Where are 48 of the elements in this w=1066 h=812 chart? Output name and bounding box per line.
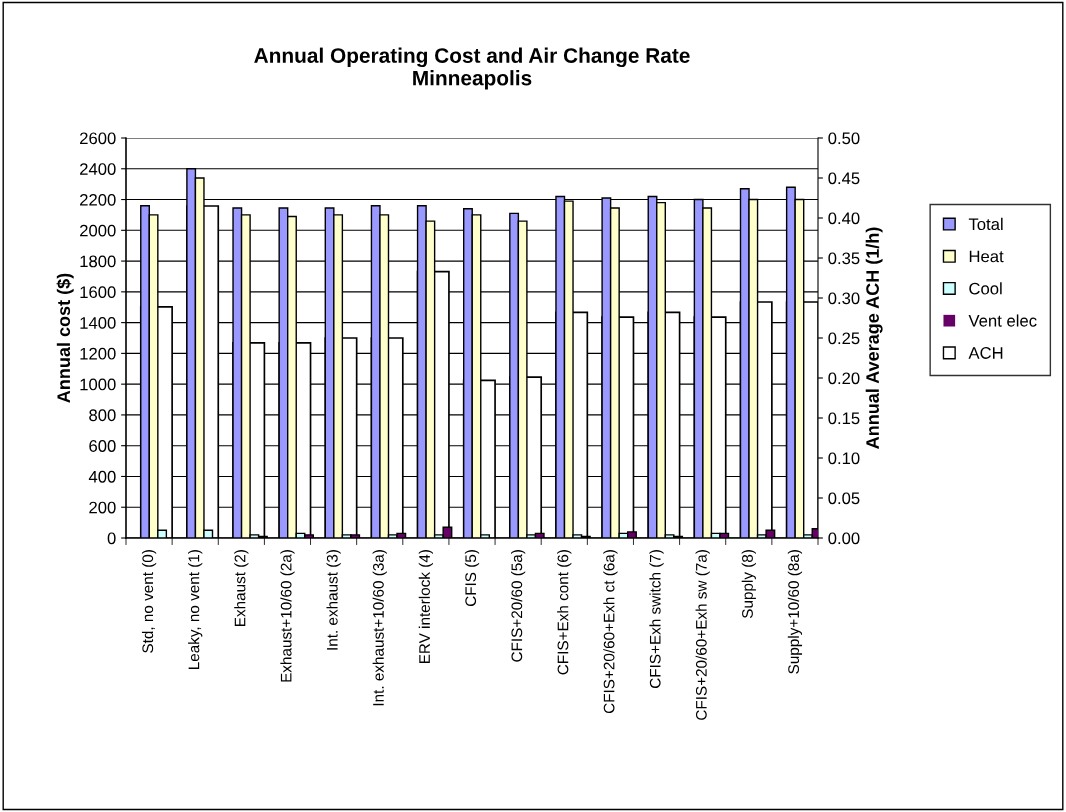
y-tick-label: 800	[89, 409, 116, 422]
x-tick-label: Std, no vent (0)	[141, 550, 157, 653]
x-tick-label: Exhaust+10/60 (2a)	[280, 550, 295, 682]
x-tick-label: Int. exhaust (3)	[326, 550, 341, 650]
y-tick-label: 2600	[80, 132, 116, 145]
x-tick-label: Int. exhaust+10/60 (3a)	[372, 550, 387, 706]
legend-label: ACH	[968, 347, 1003, 359]
y2-tick-label: 0.35	[828, 252, 860, 265]
y2-tick-label: 0.50	[828, 132, 860, 145]
x-tick-label: CFIS+Exh cont (6)	[557, 550, 572, 675]
y-tick-label: 1400	[80, 317, 116, 329]
legend-label: Heat	[969, 250, 1004, 263]
y-axis-title: Annual cost ($)	[56, 273, 74, 403]
x-tick-label: CFIS+20/60 (5a)	[511, 550, 526, 662]
x-tick-label: ERV interlock (4)	[418, 550, 433, 664]
x-tick-label: CFIS+Exh switch (7)	[649, 550, 664, 688]
y2-axis-title: Annual Average ACH (1/h)	[865, 227, 883, 449]
y-tick-label: 2400	[80, 163, 116, 175]
legend-label: Vent elec	[968, 314, 1037, 327]
x-tick-label: Supply (8)	[741, 550, 756, 619]
x-tick-label: CFIS (5)	[464, 550, 480, 607]
y2-tick-label: 0.20	[828, 372, 860, 385]
chart-title: Annual Operating Cost and Air Change Rate Minneapolis	[254, 47, 690, 90]
y-tick-label: 1000	[80, 378, 116, 391]
y-tick-label: 0	[107, 532, 116, 545]
y2-tick-label: 0.00	[828, 532, 860, 545]
y2-tick-label: 0.15	[828, 412, 860, 425]
y-tick-label: 600	[89, 440, 116, 452]
y-tick-label: 200	[89, 501, 116, 514]
y-tick-label: 400	[88, 470, 116, 483]
y-tick-label: 2200	[80, 193, 116, 206]
y-tick-label: 1600	[80, 286, 116, 299]
y2-tick-label: 0.30	[828, 292, 860, 305]
x-tick-label: Exhaust (2)	[234, 550, 249, 626]
x-tick-label: Supply+10/60 (8a)	[787, 550, 803, 674]
x-tick-label: CFIS+20/60+Exh sw (7a)	[695, 550, 710, 720]
legend-label: Cool	[969, 282, 1002, 295]
y-tick-label: 1200	[80, 347, 116, 360]
x-tick-label: CFIS+20/60+Exh ct (6a)	[603, 550, 618, 714]
y-tick-label: 2000	[80, 224, 116, 237]
y-tick-label: 1800	[80, 255, 116, 268]
legend-label: Total	[968, 217, 1003, 231]
y2-tick-label: 0.45	[828, 172, 860, 185]
x-tick-label: Leaky, no vent (1)	[188, 550, 203, 670]
y2-tick-label: 0.05	[828, 492, 860, 505]
y2-tick-label: 0.25	[828, 332, 860, 345]
y2-tick-label: 0.10	[828, 452, 860, 465]
y2-tick-label: 0.40	[828, 212, 860, 225]
